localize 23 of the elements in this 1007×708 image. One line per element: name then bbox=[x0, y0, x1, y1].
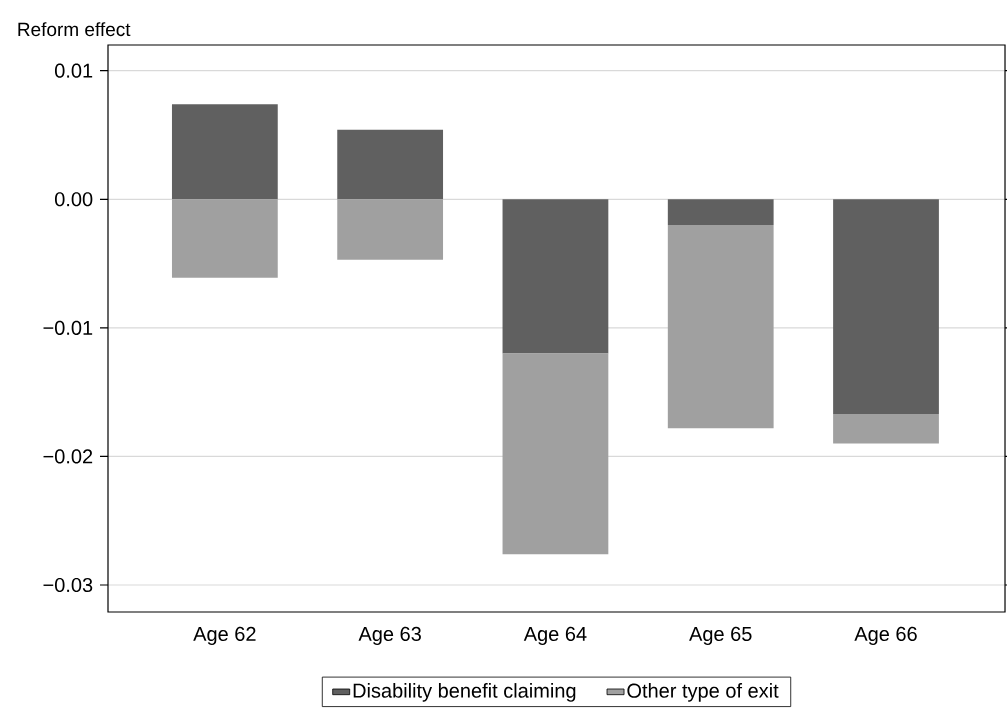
bar bbox=[833, 414, 939, 444]
y-tick-label: −0.01 bbox=[43, 320, 93, 335]
x-tick-label: Age 63 bbox=[358, 626, 421, 645]
bar bbox=[667, 224, 774, 429]
x-tick-label: Age 62 bbox=[193, 626, 256, 645]
y-tick-label: 0.01 bbox=[54, 63, 93, 78]
bar bbox=[833, 199, 939, 414]
bar bbox=[337, 199, 444, 260]
bar bbox=[502, 199, 609, 354]
bar bbox=[171, 199, 278, 278]
bar bbox=[502, 353, 609, 555]
x-tick-label: Age 66 bbox=[854, 626, 917, 645]
x-tick-label: Age 65 bbox=[689, 626, 752, 645]
bar bbox=[337, 129, 444, 200]
bar bbox=[171, 104, 278, 200]
x-tick-label: Age 64 bbox=[523, 626, 587, 645]
y-tick-label: 0.00 bbox=[54, 192, 93, 207]
legend-label: Other type of exit bbox=[627, 683, 779, 702]
bar bbox=[667, 199, 774, 225]
legend-label: Disability benefit claiming bbox=[353, 683, 576, 702]
y-axis-title: Reform effect bbox=[18, 22, 131, 37]
y-tick-label: −0.02 bbox=[43, 449, 93, 464]
y-tick-label: −0.03 bbox=[43, 577, 93, 593]
